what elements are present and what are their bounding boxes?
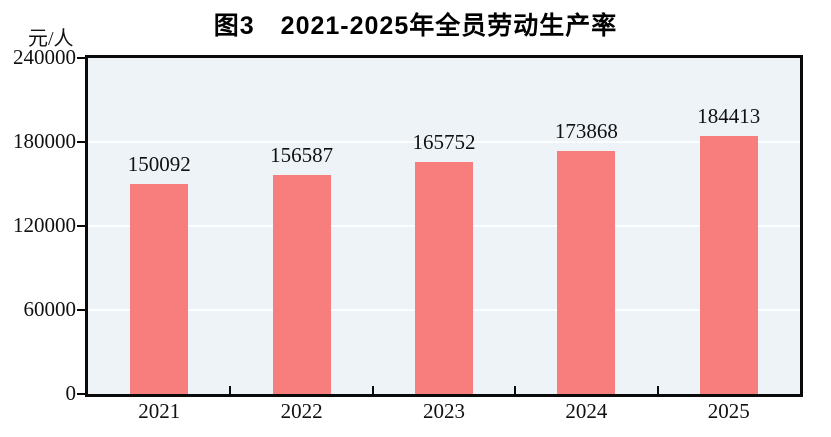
y-axis-tick-240000 [77, 57, 86, 59]
x-tick-label-2023: 2023 [423, 399, 465, 423]
value-label-2024: 173868 [554, 118, 618, 143]
y-axis-tick-120000 [77, 225, 86, 227]
value-label-2025: 184413 [697, 103, 761, 128]
bar-2025 [699, 135, 758, 394]
value-label-2021: 150092 [127, 151, 191, 176]
x-axis-tick-4 [656, 386, 659, 394]
y-axis-unit-label: 元/人 [28, 28, 74, 50]
y-tick-label-60000: 60000 [23, 297, 77, 321]
bar-2022 [272, 174, 331, 394]
y-axis-tick-60000 [77, 309, 86, 311]
y-tick-label-120000: 120000 [13, 213, 76, 237]
x-axis-tick-3 [514, 386, 517, 394]
value-label-2022: 156587 [270, 142, 334, 167]
x-tick-label-2025: 2025 [707, 399, 750, 423]
bar-2021 [130, 183, 189, 394]
chart-title: 图3 2021-2025年全员劳动生产率 [213, 12, 618, 40]
x-axis-tick-2 [371, 386, 374, 394]
x-tick-label-2021: 2021 [138, 399, 181, 423]
plot-area: 150092 156587 165752 173868 184413 [85, 55, 803, 397]
y-axis-tick-0 [77, 393, 86, 395]
bar-2023 [415, 161, 473, 394]
x-tick-label-2022: 2022 [280, 399, 323, 423]
x-axis-tick-1 [229, 386, 232, 394]
y-tick-label-180000: 180000 [13, 129, 76, 153]
value-label-2023: 165752 [412, 129, 476, 154]
y-axis-tick-180000 [77, 141, 86, 143]
y-tick-label-240000: 240000 [13, 45, 76, 69]
bar-2024 [557, 150, 616, 394]
x-tick-label-2024: 2024 [565, 399, 608, 423]
gridline-180000 [88, 141, 800, 143]
y-tick-label-0: 0 [65, 381, 77, 405]
